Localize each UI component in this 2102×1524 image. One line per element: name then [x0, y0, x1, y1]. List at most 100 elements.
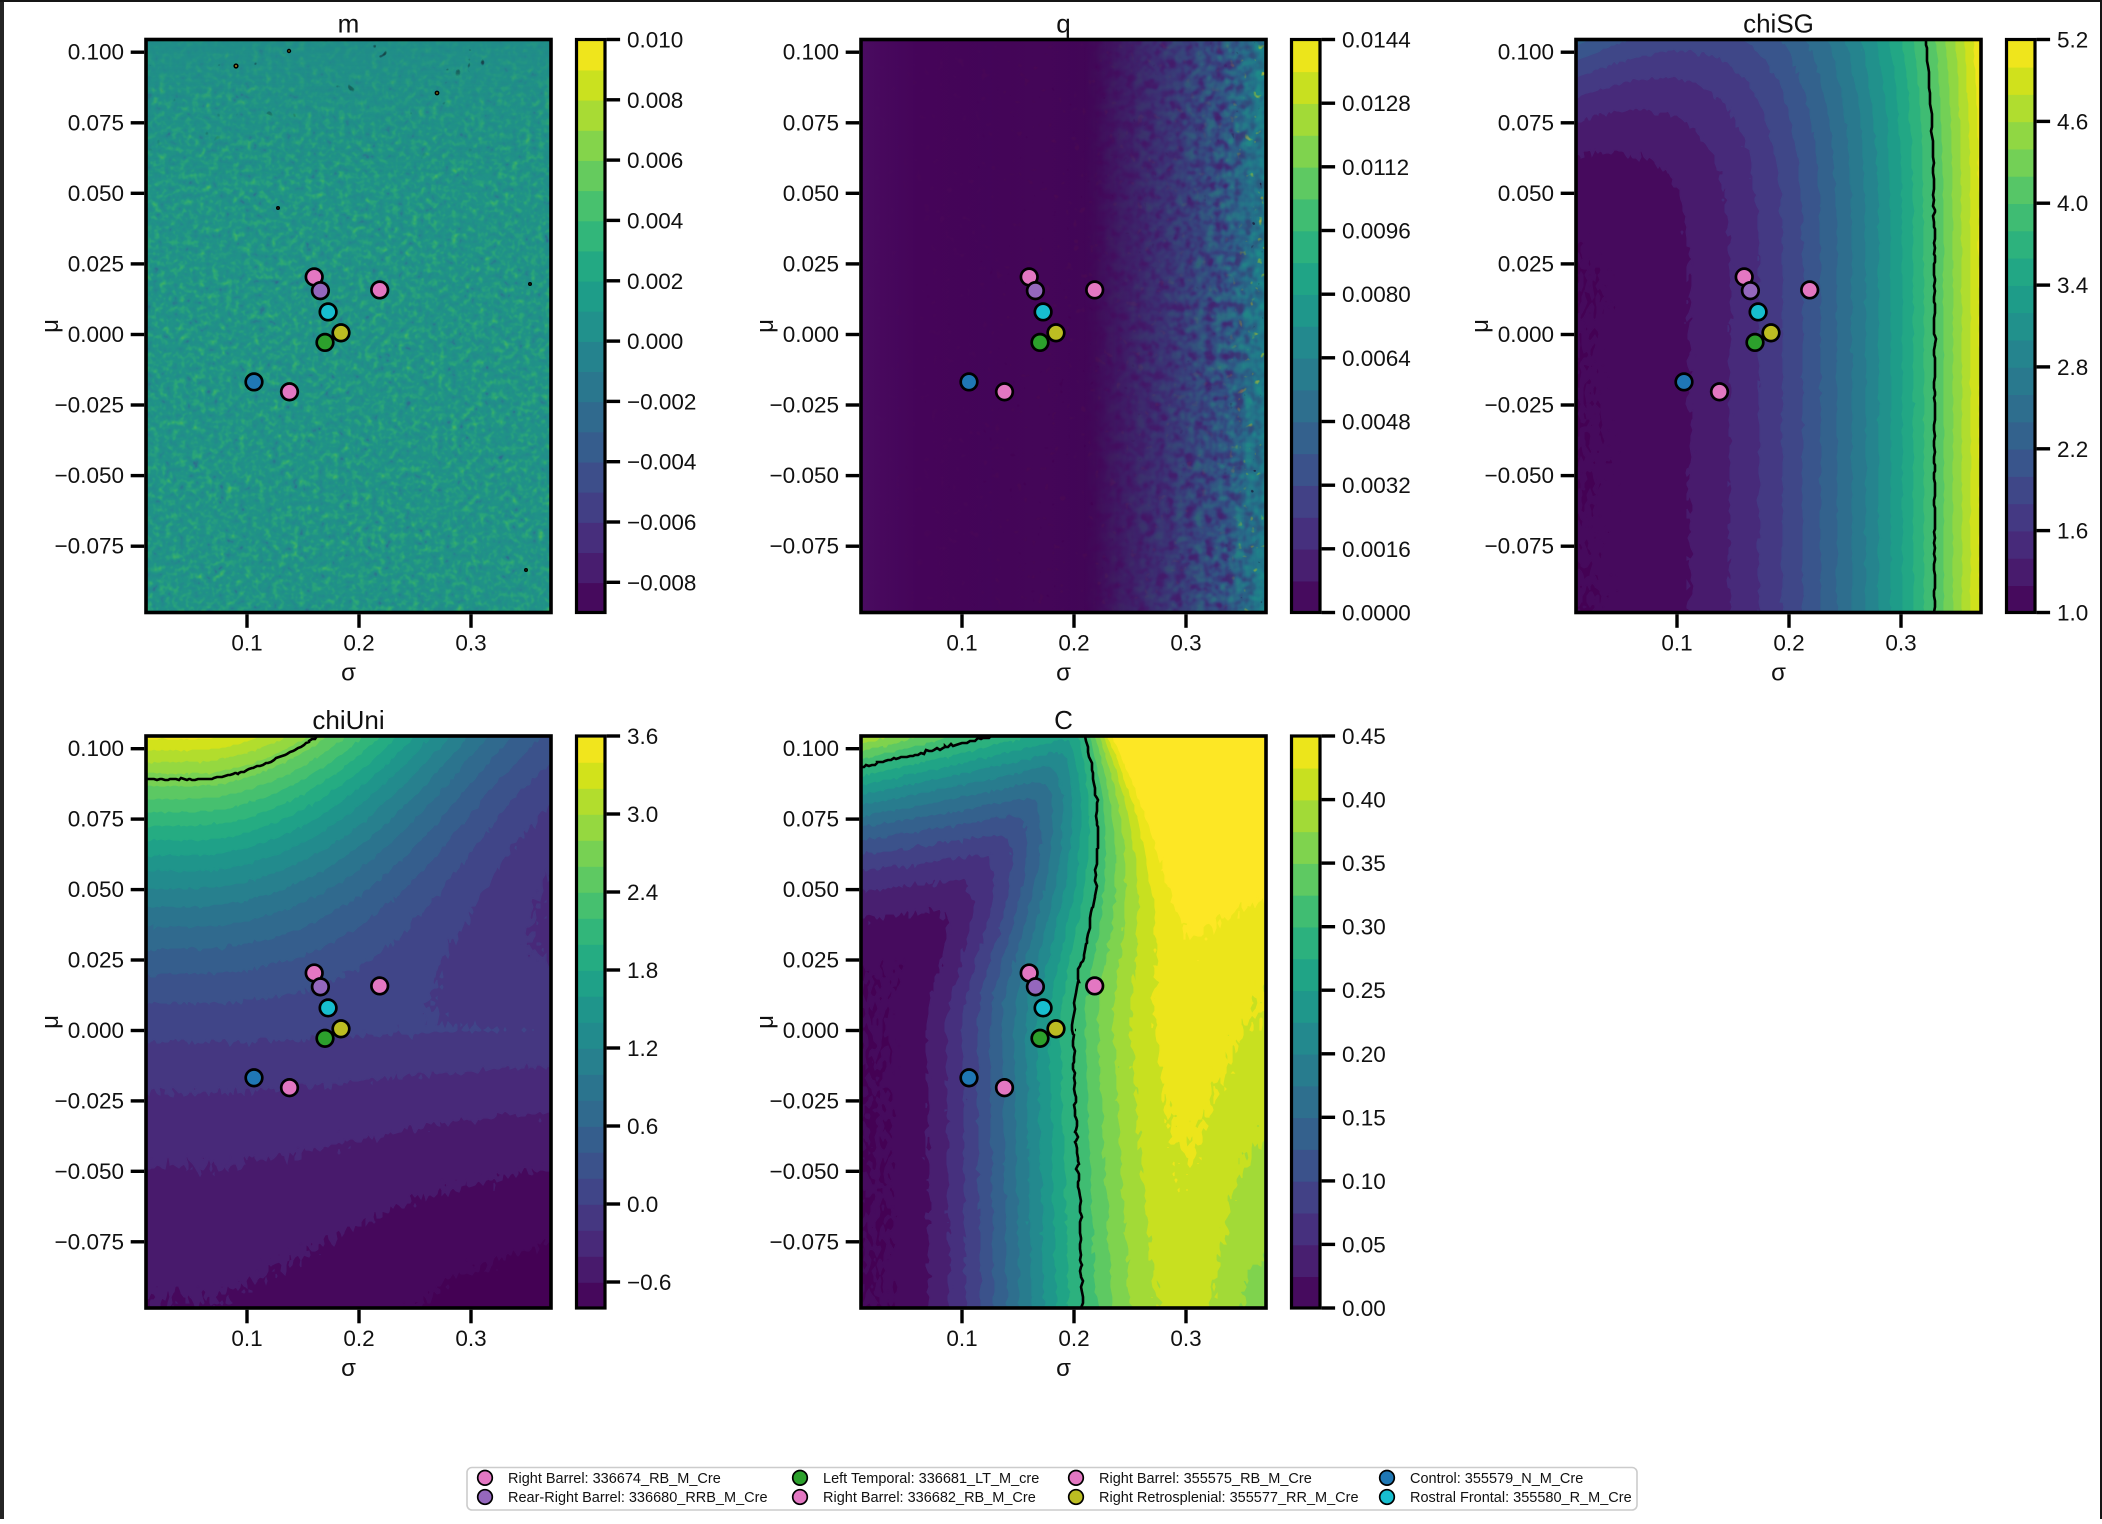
svg-text:0.0000: 0.0000	[1342, 601, 1411, 626]
svg-text:0.3: 0.3	[1170, 1326, 1201, 1351]
svg-text:0.1: 0.1	[946, 1326, 977, 1351]
svg-text:2.4: 2.4	[627, 880, 658, 905]
svg-text:0.30: 0.30	[1342, 915, 1386, 940]
svg-text:0.000: 0.000	[1498, 322, 1554, 347]
svg-text:0.075: 0.075	[783, 110, 839, 135]
svg-text:C: C	[1054, 705, 1073, 735]
svg-text:0.100: 0.100	[783, 40, 839, 65]
svg-text:−0.050: −0.050	[55, 1159, 124, 1184]
svg-text:chiUni: chiUni	[312, 705, 384, 735]
svg-text:0.025: 0.025	[68, 251, 124, 276]
svg-text:0.0128: 0.0128	[1342, 91, 1411, 116]
svg-text:0.050: 0.050	[68, 877, 124, 902]
svg-text:0.000: 0.000	[783, 1018, 839, 1043]
svg-text:0.1: 0.1	[231, 630, 262, 655]
svg-text:chiSG: chiSG	[1743, 9, 1814, 39]
svg-text:0.050: 0.050	[783, 877, 839, 902]
svg-text:−0.025: −0.025	[770, 393, 839, 418]
svg-text:μ: μ	[37, 319, 64, 333]
svg-text:−0.050: −0.050	[770, 463, 839, 488]
svg-text:0.000: 0.000	[68, 322, 124, 347]
svg-text:0.100: 0.100	[68, 40, 124, 65]
svg-text:0.000: 0.000	[627, 329, 683, 354]
svg-text:0.1: 0.1	[946, 630, 977, 655]
svg-text:0.025: 0.025	[1498, 251, 1554, 276]
svg-text:0.35: 0.35	[1342, 851, 1386, 876]
svg-text:0.006: 0.006	[627, 148, 683, 173]
svg-text:σ: σ	[341, 1355, 356, 1382]
svg-text:0.20: 0.20	[1342, 1042, 1386, 1067]
svg-text:0.0080: 0.0080	[1342, 282, 1411, 307]
svg-text:0.075: 0.075	[783, 807, 839, 832]
svg-text:0.0048: 0.0048	[1342, 410, 1411, 435]
svg-text:σ: σ	[341, 660, 356, 687]
svg-text:0.004: 0.004	[627, 208, 683, 233]
svg-text:0.2: 0.2	[1058, 630, 1089, 655]
svg-text:0.0032: 0.0032	[1342, 473, 1411, 498]
svg-text:0.0016: 0.0016	[1342, 537, 1411, 562]
svg-text:0.1: 0.1	[1661, 630, 1692, 655]
svg-text:Control: 355579_N_M_Cre: Control: 355579_N_M_Cre	[1410, 1471, 1583, 1487]
svg-text:1.2: 1.2	[627, 1036, 658, 1061]
svg-text:0.6: 0.6	[627, 1114, 658, 1139]
svg-text:0.000: 0.000	[68, 1018, 124, 1043]
svg-text:0.075: 0.075	[68, 110, 124, 135]
svg-text:−0.002: −0.002	[627, 389, 696, 414]
svg-text:0.025: 0.025	[68, 948, 124, 973]
svg-text:Right Retrosplenial: 355577_RR: Right Retrosplenial: 355577_RR_M_Cre	[1099, 1490, 1359, 1506]
svg-text:4.0: 4.0	[2057, 191, 2088, 216]
svg-text:0.10: 0.10	[1342, 1169, 1386, 1194]
svg-text:0.050: 0.050	[68, 181, 124, 206]
svg-text:0.0: 0.0	[627, 1192, 658, 1217]
svg-text:0.008: 0.008	[627, 88, 683, 113]
svg-text:−0.050: −0.050	[1485, 463, 1554, 488]
svg-text:0.2: 0.2	[1058, 1326, 1089, 1351]
svg-text:−0.050: −0.050	[770, 1159, 839, 1184]
svg-text:0.010: 0.010	[627, 28, 683, 53]
svg-text:3.0: 3.0	[627, 802, 658, 827]
svg-text:0.100: 0.100	[68, 736, 124, 761]
svg-text:−0.025: −0.025	[1485, 393, 1554, 418]
svg-text:0.00: 0.00	[1342, 1296, 1386, 1321]
svg-text:0.000: 0.000	[783, 322, 839, 347]
svg-text:4.6: 4.6	[2057, 109, 2088, 134]
svg-text:0.1: 0.1	[231, 1326, 262, 1351]
svg-text:−0.025: −0.025	[770, 1088, 839, 1113]
svg-text:1.6: 1.6	[2057, 519, 2088, 544]
svg-text:0.0064: 0.0064	[1342, 346, 1411, 371]
svg-text:2.2: 2.2	[2057, 437, 2088, 462]
svg-text:0.075: 0.075	[1498, 110, 1554, 135]
svg-text:0.050: 0.050	[783, 181, 839, 206]
svg-text:0.25: 0.25	[1342, 978, 1386, 1003]
svg-text:0.100: 0.100	[783, 736, 839, 761]
svg-text:−0.025: −0.025	[55, 1088, 124, 1113]
svg-text:−0.006: −0.006	[627, 510, 696, 535]
svg-text:0.0096: 0.0096	[1342, 219, 1411, 244]
svg-text:Right Barrel: 355575_RB_M_Cre: Right Barrel: 355575_RB_M_Cre	[1099, 1471, 1312, 1487]
svg-text:0.2: 0.2	[1773, 630, 1804, 655]
svg-text:0.15: 0.15	[1342, 1105, 1386, 1130]
svg-text:3.4: 3.4	[2057, 273, 2088, 298]
svg-text:0.0144: 0.0144	[1342, 28, 1411, 53]
svg-text:0.025: 0.025	[783, 948, 839, 973]
svg-text:−0.075: −0.075	[55, 534, 124, 559]
svg-text:Left Temporal: 336681_LT_M_cre: Left Temporal: 336681_LT_M_cre	[823, 1471, 1039, 1487]
svg-text:μ: μ	[1467, 319, 1494, 333]
svg-text:Rear-Right Barrel: 336680_RRB_: Rear-Right Barrel: 336680_RRB_M_Cre	[508, 1490, 768, 1506]
svg-text:0.002: 0.002	[627, 269, 683, 294]
svg-text:μ: μ	[752, 319, 779, 333]
svg-text:Right Barrel: 336682_RB_M_Cre: Right Barrel: 336682_RB_M_Cre	[823, 1490, 1036, 1506]
svg-text:0.05: 0.05	[1342, 1232, 1386, 1257]
svg-text:0.3: 0.3	[1170, 630, 1201, 655]
svg-text:2.8: 2.8	[2057, 355, 2088, 380]
svg-text:0.075: 0.075	[68, 807, 124, 832]
svg-text:0.0112: 0.0112	[1342, 155, 1409, 180]
svg-text:0.40: 0.40	[1342, 788, 1386, 813]
svg-text:0.3: 0.3	[1885, 630, 1916, 655]
svg-text:−0.008: −0.008	[627, 570, 696, 595]
svg-text:μ: μ	[37, 1015, 64, 1029]
svg-text:0.050: 0.050	[1498, 181, 1554, 206]
svg-text:0.2: 0.2	[343, 630, 374, 655]
svg-text:σ: σ	[1771, 660, 1786, 687]
svg-text:σ: σ	[1056, 1355, 1071, 1382]
